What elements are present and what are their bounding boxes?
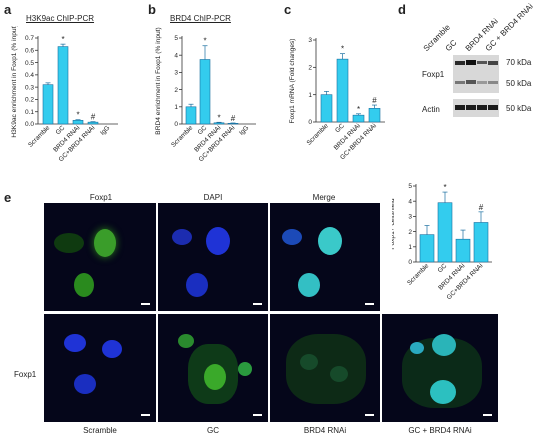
- y-tick-label: 0.4: [25, 72, 34, 79]
- micro-bottom-label: BRD4 RNAi: [303, 426, 347, 435]
- y-tick-label: 2: [408, 229, 412, 236]
- significance-mark: *: [357, 105, 360, 114]
- bar: [320, 94, 333, 123]
- bar: [72, 120, 84, 125]
- bar: [437, 202, 453, 263]
- y-tick-label: 3: [308, 37, 312, 44]
- y-tick-label: 0.1: [25, 109, 34, 116]
- micro-foxp1-row-scramble: [44, 314, 156, 422]
- y-tick-label: 5: [408, 183, 412, 190]
- micro-merge-scramble: [270, 203, 380, 311]
- panel-letter-e: e: [4, 190, 12, 205]
- micro-foxp1-row-brd4: [270, 314, 380, 422]
- micro-foxp1-scramble: [44, 203, 156, 311]
- bar: [227, 123, 239, 125]
- significance-mark: #: [372, 96, 377, 105]
- y-tick-label: 1: [308, 92, 312, 99]
- y-tick-label: 5: [174, 35, 178, 42]
- bar: [87, 121, 99, 125]
- y-tick-label: 3: [174, 70, 178, 77]
- significance-mark: *: [217, 113, 220, 122]
- y-axis-label: H3K9ac enrichment in Foxp1 (% input): [11, 26, 18, 138]
- x-tick-label: IgG: [99, 124, 111, 136]
- blot-row-label-actin: Actin: [422, 105, 440, 114]
- y-axis-label: Foxp1+ cells/field: [392, 198, 396, 249]
- y-tick-label: 0: [308, 119, 312, 126]
- bar: [473, 222, 489, 263]
- panel-letter-a: a: [4, 2, 12, 17]
- bar: [57, 46, 69, 125]
- bar: [213, 122, 225, 125]
- chart-a: 0.0 0.1 0.2 0.3 0.4 0.5 0.6 0.7 H3K9ac enrichmen…: [11, 26, 118, 163]
- bar: [185, 106, 197, 125]
- y-tick-label: 0: [408, 259, 412, 266]
- micro-bottom-label: GC + BRD4 RNAi: [408, 426, 472, 435]
- significance-mark: *: [341, 45, 344, 54]
- bar: [42, 84, 54, 125]
- y-tick-label: 0.3: [25, 84, 34, 91]
- micro-foxp1-row-gc-brd4: [382, 314, 498, 422]
- y-tick-label: 0.2: [25, 97, 34, 104]
- blot-row-label-foxp1: Foxp1: [422, 70, 445, 79]
- y-tick-label: 0.6: [25, 47, 34, 54]
- bar: [336, 58, 349, 123]
- y-tick-label: 2: [174, 87, 178, 94]
- significance-mark: #: [91, 113, 96, 122]
- significance-mark: #: [231, 114, 236, 123]
- chart-b-title: BRD4 ChIP-PCR: [170, 14, 231, 23]
- y-tick-label: 2: [308, 65, 312, 72]
- significance-mark: *: [61, 35, 64, 44]
- blot-marker: 70 kDa: [506, 58, 532, 67]
- significance-mark: *: [203, 37, 206, 46]
- significance-mark: #: [479, 203, 484, 212]
- micro-col-header-foxp1: Foxp1: [89, 193, 113, 202]
- bar: [455, 238, 471, 263]
- bar: [368, 108, 381, 123]
- y-tick-label: 0.7: [25, 35, 34, 42]
- micro-bottom-label: GC: [207, 426, 219, 435]
- y-tick-label: 4: [408, 198, 412, 205]
- y-tick-label: 0.0: [25, 121, 34, 128]
- panel-letter-b: b: [148, 2, 156, 17]
- significance-mark: *: [443, 183, 446, 192]
- blot-lane-label: GC: [443, 38, 459, 53]
- blot-foxp1-membrane: [453, 55, 499, 93]
- x-tick-label: GC: [437, 262, 449, 274]
- y-tick-label: 4: [174, 52, 178, 59]
- micro-dapi-scramble: [158, 203, 268, 311]
- micro-col-header-dapi: DAPI: [203, 193, 223, 202]
- bar: [352, 114, 365, 123]
- micro-col-header-merge: Merge: [312, 193, 336, 202]
- chart-a-title: H3K9ac ChIP-PCR: [26, 14, 95, 23]
- blot-actin-membrane: [453, 99, 499, 117]
- x-tick-label: IgG: [238, 124, 250, 136]
- y-tick-label: 0.5: [25, 60, 34, 67]
- x-tick-label: GC: [55, 124, 67, 136]
- y-tick-label: 0: [174, 121, 178, 128]
- y-tick-label: 1: [174, 104, 178, 111]
- y-tick-label: 3: [408, 214, 412, 221]
- x-tick-label: GC: [334, 122, 346, 134]
- micro-bottom-label: Scramble: [83, 426, 117, 435]
- chart-b: 0 1 2 3 4 5 BRD4 enrichment in Foxp1 (% input)…: [155, 27, 256, 163]
- panel-letter-d: d: [398, 2, 406, 17]
- micro-foxp1-row-gc: [158, 314, 268, 422]
- panel-letter-c: c: [284, 2, 292, 17]
- micro-row-label: Foxp1: [14, 370, 37, 379]
- blot-marker: 50 kDa: [506, 79, 532, 88]
- y-tick-label: 1: [408, 244, 412, 251]
- bar: [419, 234, 435, 263]
- blot-marker: 50 kDa: [506, 104, 532, 113]
- y-axis-label: BRD4 enrichment in Foxp1 (% input): [155, 27, 162, 134]
- y-axis-label: Foxp1 mRNA (Fold changes): [289, 38, 296, 123]
- significance-mark: *: [76, 111, 79, 120]
- bar: [199, 59, 211, 125]
